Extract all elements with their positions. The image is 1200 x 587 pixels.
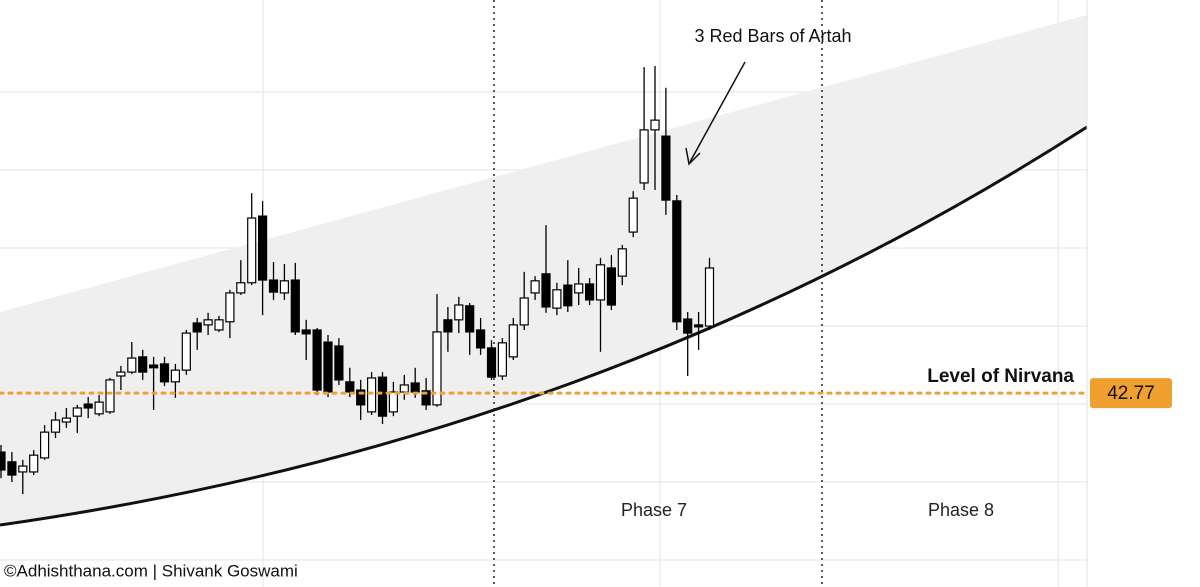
candle-body — [388, 391, 398, 413]
candle-body — [704, 267, 715, 327]
candle-body — [29, 454, 39, 473]
candle-body — [72, 407, 82, 417]
phase-label: Phase 7 — [621, 500, 687, 520]
candle-body — [61, 417, 72, 423]
candle-body — [454, 304, 464, 321]
candle-body — [236, 282, 246, 294]
candle-body — [650, 119, 660, 131]
candle-body — [18, 465, 28, 473]
candle-body — [486, 347, 497, 378]
candle-body — [661, 135, 671, 201]
candle-body — [94, 401, 104, 415]
candle-body — [159, 363, 170, 383]
candle-body — [334, 345, 344, 381]
candle-body — [519, 297, 529, 326]
candle-body — [421, 390, 431, 406]
footer: ©Adhishthana.com | Shivank Goswami — [4, 561, 298, 580]
candle-body — [258, 215, 268, 281]
candle-body — [683, 318, 693, 334]
candle-body — [116, 371, 126, 377]
candle-body — [39, 431, 50, 459]
candle-body — [530, 280, 540, 294]
candle-body — [279, 280, 289, 294]
candle-body — [628, 197, 638, 233]
candle-body — [443, 319, 453, 333]
candle-body — [552, 289, 562, 309]
candle-body — [312, 329, 322, 391]
candle-body — [541, 273, 551, 308]
candle-body — [432, 331, 442, 406]
candle-body — [127, 357, 137, 373]
candle-body — [181, 332, 191, 371]
phase-label: Phase 8 — [928, 500, 994, 520]
candle-body — [399, 384, 409, 393]
candle-body — [574, 283, 584, 294]
candle-body — [170, 369, 180, 383]
candle-body — [203, 319, 213, 326]
candle-body — [138, 356, 148, 373]
candle-body — [672, 200, 682, 323]
candle-body — [268, 279, 279, 293]
channel-band — [0, 15, 1087, 525]
candle-body — [0, 451, 6, 471]
candle-body — [301, 329, 311, 335]
candles — [0, 65, 715, 495]
candle-body — [356, 389, 366, 406]
candle-body — [465, 305, 475, 333]
price-tag-label: 42.77 — [1107, 383, 1155, 404]
candle-body — [149, 364, 159, 369]
candle-body — [247, 217, 257, 284]
candle-body — [508, 324, 518, 358]
candle-body — [83, 403, 93, 409]
candle-body — [50, 419, 61, 433]
candle-body — [639, 129, 649, 184]
candle-body — [290, 279, 300, 333]
level: Level of Nirvana 42.77 — [0, 366, 1172, 409]
candle-body — [693, 324, 704, 328]
price-tag — [1090, 378, 1172, 409]
candle-body — [345, 381, 355, 393]
candle-body — [606, 267, 617, 306]
channel-curve — [0, 125, 1088, 527]
candle-body — [323, 341, 333, 393]
candle-body — [410, 382, 420, 393]
candle-body — [584, 283, 595, 301]
candle-body — [192, 322, 202, 333]
candle-body — [105, 379, 115, 413]
candle-body — [563, 284, 573, 307]
level-label: Level of Nirvana — [927, 366, 1074, 387]
candle-body — [225, 292, 235, 323]
annotation-arrow — [689, 61, 746, 163]
candle-body — [617, 248, 627, 277]
annotation: 3 Red Bars of Artah — [694, 26, 851, 46]
candle-body — [377, 376, 388, 417]
candle-body — [7, 461, 17, 476]
candle-body — [595, 264, 606, 301]
candle-body — [476, 329, 486, 349]
candle-body — [214, 319, 224, 331]
candle-body — [497, 342, 507, 377]
candle-body — [367, 377, 377, 413]
annotation-arrowhead — [685, 147, 701, 166]
